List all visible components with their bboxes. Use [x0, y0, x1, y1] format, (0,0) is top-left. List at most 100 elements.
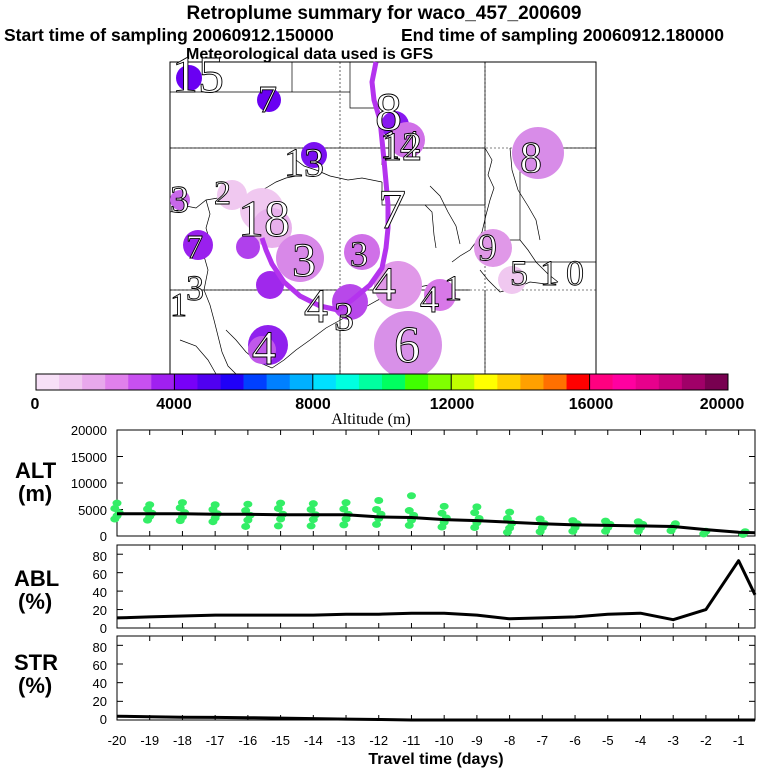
alt-point — [241, 507, 251, 515]
y-tick-label: 20 — [93, 603, 107, 618]
plume-circle — [374, 311, 442, 379]
map-label: 4 — [420, 279, 439, 321]
alt-point — [243, 500, 253, 508]
y-tick-label: 60 — [93, 567, 107, 582]
colorbar-swatch — [520, 374, 544, 390]
alt-point — [175, 504, 185, 512]
colorbar-tick-label: 8000 — [295, 396, 331, 413]
map-label: 8 — [520, 133, 542, 182]
plume-circle — [217, 180, 247, 210]
alt-point — [112, 499, 122, 507]
x-tick-labels: -20 -19 -18 -17 -16 -15 -14 -13 -12 -11 -10 -9 -8 -7 -… — [108, 733, 745, 748]
series-line — [116, 559, 757, 622]
alt-point — [601, 517, 611, 525]
colorbar-swatch — [658, 374, 683, 390]
colorbar-swatch — [105, 374, 129, 390]
plume-circle — [183, 230, 213, 260]
x-tick-label: -3 — [667, 733, 679, 748]
alt-point — [241, 522, 251, 530]
y-tick-label: 20000 — [71, 423, 107, 438]
x-tick-label: -7 — [537, 733, 549, 748]
x-tick-label: -8 — [504, 733, 516, 748]
map-label: 13 — [284, 140, 324, 185]
abl-y-tick-labels: 0 20 40 60 80 — [93, 549, 107, 636]
colorbar-tick-label: 4000 — [156, 396, 192, 413]
alt-point — [339, 505, 349, 513]
alt-point — [568, 517, 578, 525]
alt-point — [404, 521, 414, 529]
colorbar-swatch — [151, 374, 175, 390]
alt-point — [404, 507, 414, 515]
colorbar-tick-label: 0 — [31, 396, 40, 413]
colorbar-swatch — [681, 374, 706, 390]
colorbar-swatch — [36, 374, 60, 390]
alt-y-tick-labels: 0 5000 10000 15000 20000 — [71, 423, 107, 544]
alt-point — [439, 502, 449, 510]
map-label: 7 — [186, 229, 203, 266]
colorbar-swatch — [335, 374, 360, 390]
colorbar-swatch — [451, 374, 475, 390]
y-tick-label: 10000 — [71, 476, 107, 491]
alt-point — [372, 520, 382, 528]
x-tick-label: -4 — [635, 733, 647, 748]
colorbar-swatch — [635, 374, 660, 390]
map-label: 3 — [170, 179, 189, 221]
plume-circle — [512, 127, 564, 179]
alt-point — [110, 504, 120, 512]
alt-point — [437, 509, 447, 517]
x-tick-label: -5 — [602, 733, 614, 748]
alt-point — [273, 522, 283, 530]
x-tick-label: -10 — [435, 733, 454, 748]
x-tick-label: -13 — [337, 733, 356, 748]
colorbar-swatch — [589, 374, 613, 390]
map-label: 0 — [566, 253, 584, 293]
colorbar-swatch — [312, 374, 337, 390]
retroplume-map: 15 7 8 14 12 8 13 3 2 18 7 7 3 3 9 3 5 1… — [169, 47, 597, 379]
colorbar-tick-label: 20000 — [700, 396, 745, 413]
colorbar-tick-label: 16000 — [569, 396, 614, 413]
map-label: 3 — [334, 294, 354, 339]
alt-point — [472, 503, 482, 511]
abl-panel-unit: (%) — [18, 589, 52, 614]
colorbar-swatch — [543, 374, 567, 390]
colorbar-swatch — [612, 374, 637, 390]
colorbar-tick-labels: 0 4000 8000 12000 16000 20000 Altitude (… — [31, 396, 745, 428]
map-label: 8 — [375, 82, 402, 142]
map-label: 12 — [382, 124, 422, 169]
map-label: 3 — [186, 268, 204, 308]
map-label: 1 — [540, 253, 558, 293]
map-label: 1 — [170, 287, 187, 324]
alt-point — [372, 506, 382, 513]
plume-circles — [170, 65, 564, 379]
alt-point — [374, 496, 384, 504]
axis-ticks — [116, 429, 755, 721]
y-tick-label: 60 — [93, 658, 107, 673]
alt-point — [308, 500, 318, 508]
chart-title: Retroplume summary for waco_457_200609 — [186, 3, 582, 24]
plume-circle — [424, 279, 456, 311]
alt-point — [306, 506, 316, 513]
plume-center-track — [259, 61, 391, 313]
map-label: 15 — [172, 47, 224, 104]
alt-panel-label: ALT — [15, 458, 57, 483]
colorbar-swatch — [128, 374, 152, 390]
y-tick-label: 0 — [100, 712, 107, 727]
x-tick-label: -16 — [238, 733, 257, 748]
y-tick-label: 20 — [93, 694, 107, 709]
x-tick-label: -19 — [140, 733, 159, 748]
colorbar-swatch — [266, 374, 291, 390]
plume-circle — [474, 229, 512, 267]
alt-point — [210, 501, 220, 509]
map-label: 4 — [252, 322, 276, 375]
colorbar-swatch — [474, 374, 498, 390]
x-tick-label: -17 — [206, 733, 225, 748]
alt-point — [535, 515, 545, 523]
map-label: 7 — [258, 79, 277, 121]
plume-circle — [256, 271, 284, 299]
plume-circle — [248, 336, 276, 364]
map-label: 1 — [444, 268, 462, 308]
alt-point — [276, 499, 286, 507]
alt-point — [177, 499, 187, 507]
colorbar-swatch — [382, 374, 406, 390]
